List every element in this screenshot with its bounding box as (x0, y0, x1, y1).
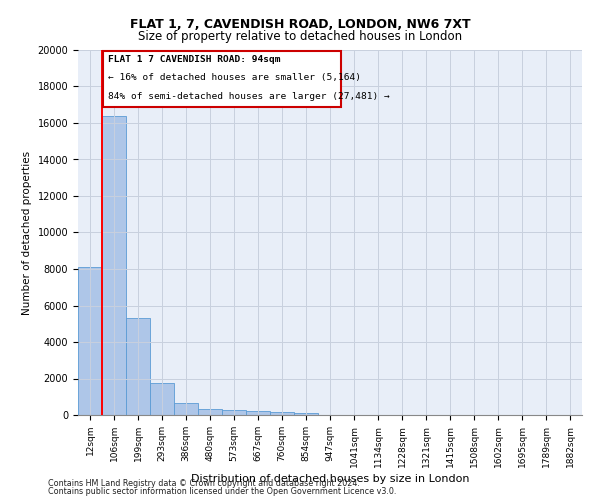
X-axis label: Distribution of detached houses by size in London: Distribution of detached houses by size … (191, 474, 469, 484)
Bar (198, 408, 222, 415)
Bar (78, 267, 102, 415)
Bar (102, 116, 126, 415)
Bar (174, 403, 198, 415)
Text: Size of property relative to detached houses in London: Size of property relative to detached ho… (138, 30, 462, 43)
Bar (270, 412, 294, 415)
Text: ← 16% of detached houses are smaller (5,164): ← 16% of detached houses are smaller (5,… (108, 73, 361, 82)
Text: 84% of semi-detached houses are larger (27,481) →: 84% of semi-detached houses are larger (… (108, 92, 390, 100)
Y-axis label: Number of detached properties: Number of detached properties (22, 150, 32, 314)
FancyBboxPatch shape (103, 51, 341, 106)
Text: Contains HM Land Registry data © Crown copyright and database right 2024.: Contains HM Land Registry data © Crown c… (48, 479, 360, 488)
Text: Contains public sector information licensed under the Open Government Licence v3: Contains public sector information licen… (48, 487, 397, 496)
Bar (126, 318, 150, 415)
Bar (150, 383, 174, 415)
Bar (246, 411, 270, 415)
Bar (222, 410, 246, 415)
Text: FLAT 1, 7, CAVENDISH ROAD, LONDON, NW6 7XT: FLAT 1, 7, CAVENDISH ROAD, LONDON, NW6 7… (130, 18, 470, 30)
Bar (294, 413, 318, 415)
Text: FLAT 1 7 CAVENDISH ROAD: 94sqm: FLAT 1 7 CAVENDISH ROAD: 94sqm (108, 54, 281, 64)
